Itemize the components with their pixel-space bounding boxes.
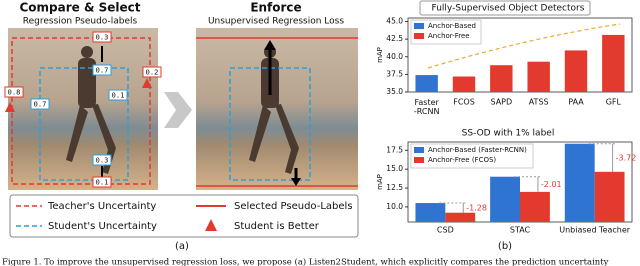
y-tick-label: 35.0 <box>386 87 403 96</box>
bar <box>452 76 476 92</box>
trend-arrow <box>427 23 621 69</box>
bar <box>602 34 625 92</box>
bar <box>564 50 588 92</box>
x-tick-label: STAC <box>510 226 531 235</box>
x-tick-label: GFL <box>606 98 622 107</box>
uncertainty-label: 0.7 <box>96 67 109 75</box>
uncertainty-tag <box>142 66 162 78</box>
compare-subtitle: Regression Pseudo-labels <box>23 17 138 27</box>
delta-label: -3.72 <box>616 153 637 162</box>
warning-icon <box>5 102 15 112</box>
legend-box <box>9 194 359 238</box>
arrow-head <box>291 178 301 186</box>
uncertainty-label: 0.1 <box>96 179 109 187</box>
compare-title: Compare & Select <box>19 1 140 15</box>
bar <box>520 191 550 222</box>
y-tick-label: 12.5 <box>386 183 403 192</box>
bar <box>564 143 595 222</box>
y-tick-label: 42.5 <box>386 34 403 43</box>
uncertainty-label: 0.7 <box>34 101 47 109</box>
chart-title: SS-OD with 1% label <box>462 129 555 139</box>
bar <box>445 212 476 222</box>
legend-box <box>410 143 534 169</box>
y-tick-label: 45.0 <box>386 17 403 26</box>
uncertainty-label: 0.8 <box>8 89 21 97</box>
student-box <box>39 67 129 181</box>
enforce-subtitle: Unsupervised Regression Loss <box>208 17 344 27</box>
warning-icon <box>142 78 152 88</box>
uncertainty-label: 0.1 <box>112 92 125 100</box>
legend-swatch <box>414 157 424 163</box>
legend-label: Anchor-Free (FCOS) <box>428 156 496 164</box>
teacher-box <box>11 37 151 185</box>
chart-title: Fully-Supervised Object Detectors <box>432 4 585 14</box>
y-axis-label: mAP <box>376 47 384 63</box>
legend-label: Student's Uncertainty <box>48 221 157 232</box>
uncertainty-label: 0.3 <box>96 157 109 165</box>
caption-a: (a) <box>175 241 189 252</box>
bar <box>490 65 513 92</box>
delta-label: -1.28 <box>466 203 487 212</box>
bar <box>527 61 550 92</box>
legend-label: Teacher's Uncertainty <box>47 201 156 212</box>
plot-frame <box>407 17 633 93</box>
caption-b: (b) <box>498 241 512 252</box>
legend-label: Anchor-Based (Faster-RCNN) <box>428 146 527 154</box>
legend-swatch <box>414 33 424 39</box>
arrow-head <box>264 40 276 50</box>
bar <box>415 75 438 92</box>
x-tick-label: SAPD <box>490 98 512 107</box>
uncertainty-tag <box>30 98 50 110</box>
bar <box>594 171 625 222</box>
y-tick-label: 17.5 <box>386 145 403 154</box>
uncertainty-tag <box>92 154 112 166</box>
uncertainty-tag <box>108 89 128 101</box>
runner <box>66 46 116 174</box>
uncertainty-tag <box>4 86 24 98</box>
y-tick-label: 10.0 <box>386 202 403 211</box>
uncertainty-tag <box>92 64 112 76</box>
chevron <box>164 92 192 128</box>
title-box <box>419 0 591 16</box>
legend-label: Selected Pseudo-Labels <box>234 201 353 212</box>
legend-swatch <box>414 147 424 153</box>
x-tick-label: Faster -RCNN <box>414 98 440 116</box>
y-tick-label: 15.0 <box>386 164 403 173</box>
enforce-title: Enforce <box>250 1 301 15</box>
legend-swatch <box>414 23 424 29</box>
x-tick-label: FCOS <box>453 98 475 107</box>
uncertainty-tag <box>92 31 112 43</box>
uncertainty-tag <box>92 176 112 188</box>
x-tick-label: ATSS <box>529 98 549 107</box>
uncertainty-label: 0.3 <box>96 34 109 42</box>
legend-symbol <box>205 219 217 231</box>
legend-label: Student is Better <box>234 221 320 232</box>
figure-caption: Figure 1. To improve the unsupervised re… <box>2 257 609 266</box>
y-axis-label: mAP <box>376 174 384 190</box>
x-tick-label: Unbiased Teacher <box>559 226 631 235</box>
bar <box>490 176 520 222</box>
bar <box>415 203 446 222</box>
x-tick-label: CSD <box>437 226 454 235</box>
legend-label: Anchor-Based <box>428 22 476 30</box>
x-tick-label: PAA <box>568 98 584 107</box>
delta-label: -2.01 <box>541 180 562 189</box>
y-tick-label: 37.5 <box>386 69 403 78</box>
legend-label: Anchor-Free <box>428 32 470 40</box>
uncertainty-label: 0.2 <box>146 69 159 77</box>
y-tick-label: 40.0 <box>386 52 403 61</box>
